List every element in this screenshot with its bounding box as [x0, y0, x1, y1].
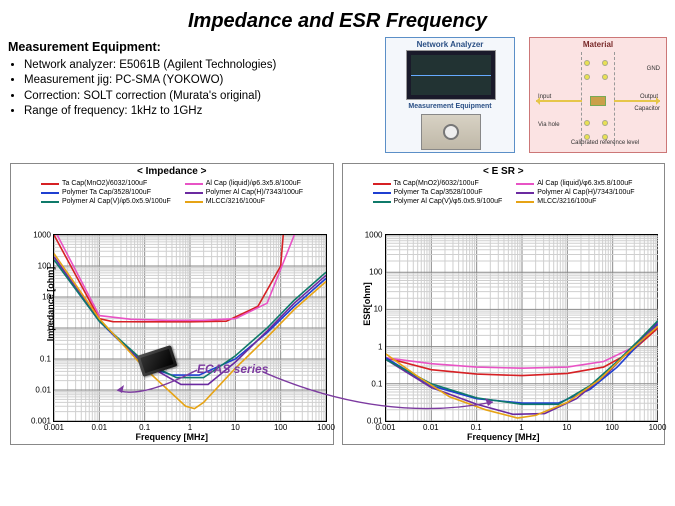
- equipment-list: Network analyzer: E5061B (Agilent Techno…: [8, 58, 377, 120]
- top-section: Measurement Equipment: Network analyzer:…: [0, 37, 675, 157]
- ecas-annotation: ECAS series: [197, 362, 268, 376]
- equipment-heading: Measurement Equipment:: [8, 39, 377, 56]
- impedance-axes: 0.0010.010.111010010000.0010.010.1110100…: [53, 234, 327, 422]
- impedance-ylabel: Impedance [ohm]: [45, 267, 55, 342]
- legend-item: Polymer Al Cap(V)/φ5.0x5.9/100uF: [41, 197, 185, 206]
- equipment-block: Measurement Equipment: Network analyzer:…: [8, 37, 377, 157]
- impedance-xlabel: Frequency [MHz]: [11, 432, 333, 442]
- legend-item: Al Cap (liquid)/φ6.3x5.8/100uF: [185, 179, 329, 188]
- page-title: Impedance and ESR Frequency: [0, 0, 675, 37]
- charts-row: < Impedance > Ta Cap(MnO2)/6032/100uFAl …: [0, 157, 675, 445]
- mat-cal-label: Calibrated reference level: [550, 140, 660, 146]
- setup-diagram: Network Analyzer Measurement Equipment M…: [377, 37, 667, 157]
- legend-item: Ta Cap(MnO2)/6032/100uF: [373, 179, 517, 188]
- legend-item: Polymer Ta Cap/3528/100uF: [41, 188, 185, 197]
- equipment-item: Range of frequency: 1kHz to 1GHz: [24, 104, 377, 120]
- legend-item: Ta Cap(MnO2)/6032/100uF: [41, 179, 185, 188]
- esr-chart-title: < E SR >: [343, 164, 665, 179]
- equipment-item: Correction: SOLT correction (Murata's or…: [24, 89, 377, 105]
- analyzer-box: Network Analyzer Measurement Equipment: [385, 37, 515, 153]
- esr-axes: 0.0010.010.111010010000.010.11101001000: [385, 234, 659, 422]
- jig-box: [421, 114, 481, 150]
- esr-chart: < E SR > Ta Cap(MnO2)/6032/100uFAl Cap (…: [342, 163, 666, 445]
- legend-item: MLCC/3216/100uF: [185, 197, 329, 206]
- legend-item: Polymer Al Cap(H)/7343/100uF: [185, 188, 329, 197]
- esr-ylabel: ESR[ohm]: [361, 282, 371, 326]
- mat-input-label: Input: [538, 94, 551, 100]
- impedance-legend: Ta Cap(MnO2)/6032/100uFAl Cap (liquid)/φ…: [11, 179, 333, 208]
- legend-item: Polymer Al Cap(V)/φ5.0x5.9/100uF: [373, 197, 517, 206]
- impedance-chart: < Impedance > Ta Cap(MnO2)/6032/100uFAl …: [10, 163, 334, 445]
- mat-via-label: Via hole: [538, 122, 560, 128]
- legend-item: Polymer Ta Cap/3528/100uF: [373, 188, 517, 197]
- analyzer-screen: [406, 50, 496, 100]
- mat-gnd-label: GND: [647, 66, 660, 72]
- legend-item: Al Cap (liquid)/φ6.3x5.8/100uF: [516, 179, 660, 188]
- legend-item: MLCC/3216/100uF: [516, 197, 660, 206]
- esr-xlabel: Frequency [MHz]: [343, 432, 665, 442]
- esr-legend: Ta Cap(MnO2)/6032/100uFAl Cap (liquid)/φ…: [343, 179, 665, 208]
- equipment-item: Network analyzer: E5061B (Agilent Techno…: [24, 58, 377, 74]
- material-box: Material Input Output GND Capacitor Via …: [529, 37, 667, 153]
- mat-output-label: Output: [640, 94, 658, 100]
- impedance-chart-title: < Impedance >: [11, 164, 333, 179]
- mat-cap-label: Capacitor: [634, 106, 660, 112]
- analyzer-label: Network Analyzer: [386, 40, 514, 49]
- material-label: Material: [530, 40, 666, 49]
- legend-item: Polymer Al Cap(H)/7343/100uF: [516, 188, 660, 197]
- equipment-item: Measurement jig: PC-SMA (YOKOWO): [24, 73, 377, 89]
- meas-equip-label: Measurement Equipment: [386, 103, 514, 110]
